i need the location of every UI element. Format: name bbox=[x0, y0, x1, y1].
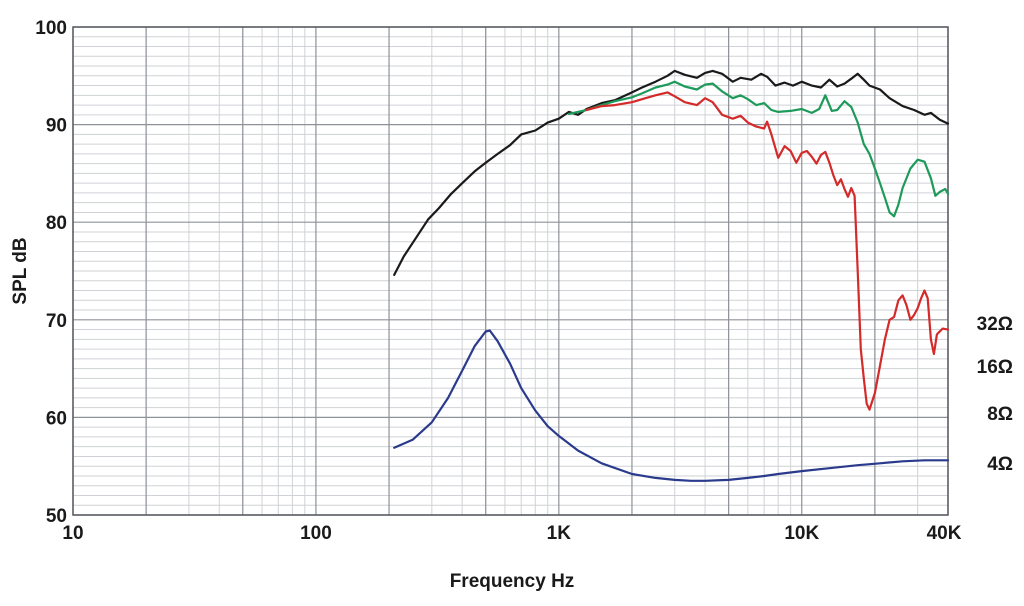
x-tick-label: 10 bbox=[62, 523, 83, 544]
plot-frame bbox=[72, 26, 949, 516]
series-line-8-ohm bbox=[585, 91, 950, 411]
y-tick-label: 50 bbox=[46, 506, 67, 527]
series-layer bbox=[393, 69, 950, 482]
legend-label: 16Ω bbox=[977, 357, 1013, 378]
x-tick-label: 40K bbox=[927, 523, 962, 544]
y-tick-label: 90 bbox=[46, 116, 67, 137]
y-axis-label: SPL dB bbox=[10, 237, 31, 304]
x-tick-labels: 10 100 1K 10K 40K bbox=[62, 523, 961, 544]
x-axis-label: Frequency Hz bbox=[450, 571, 575, 592]
series-line-16-ohm bbox=[567, 80, 950, 218]
y-tick-labels: 50 60 70 80 90 100 bbox=[35, 18, 67, 527]
legend-label: 4Ω bbox=[987, 454, 1013, 475]
legend: 32Ω 16Ω 8Ω 4Ω bbox=[977, 314, 1013, 475]
x-tick-label: 1K bbox=[547, 523, 572, 544]
plot-border bbox=[72, 26, 949, 516]
y-tick-label: 60 bbox=[46, 408, 67, 429]
y-tick-label: 70 bbox=[46, 311, 67, 332]
legend-label: 32Ω bbox=[977, 314, 1013, 335]
x-tick-label: 10K bbox=[784, 523, 819, 544]
series-line-32-ohm bbox=[393, 69, 950, 276]
y-tick-label: 80 bbox=[46, 213, 67, 234]
legend-label: 8Ω bbox=[987, 404, 1013, 425]
series-line-4-ohm bbox=[393, 329, 950, 482]
y-tick-label: 100 bbox=[35, 18, 67, 39]
x-tick-label: 100 bbox=[300, 523, 332, 544]
